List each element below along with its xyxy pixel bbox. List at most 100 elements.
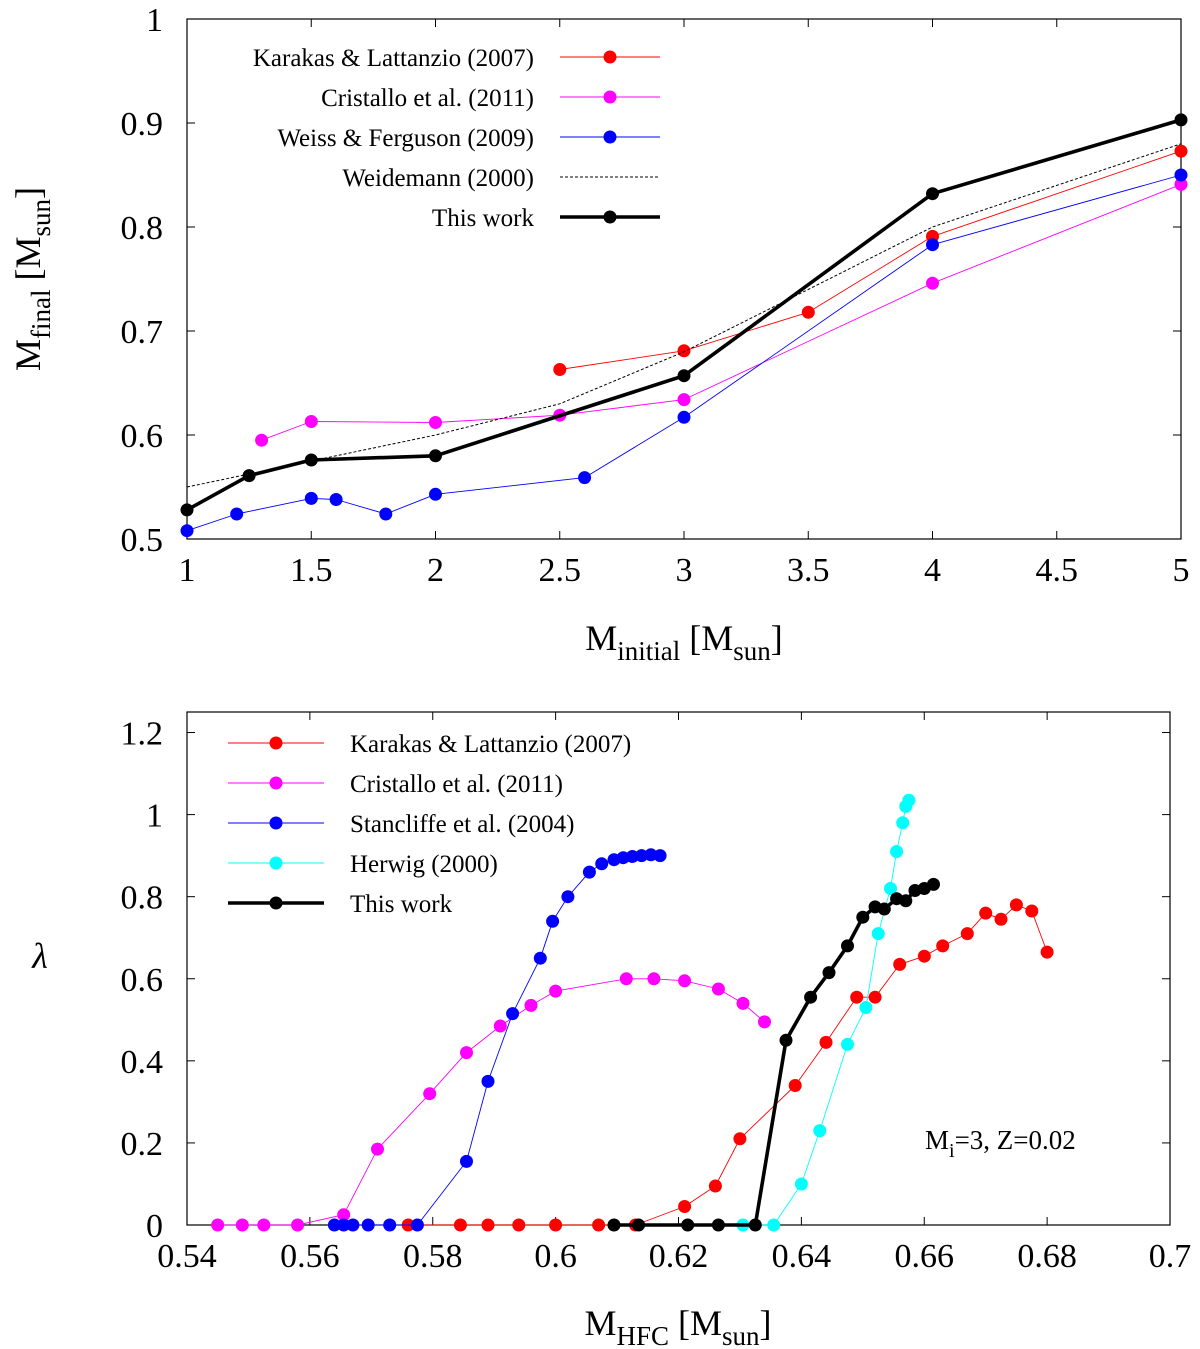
series-karakas-lattanzio-2007-point [677, 344, 691, 358]
y-tick-label: 0.2 [121, 1126, 164, 1163]
y-tick-label: 0.4 [121, 1044, 164, 1081]
series-karakas-lattanzio-2007-line [559, 150, 1182, 370]
series-herwig-2000-point [841, 1037, 854, 1051]
legend-swatch-marker [269, 776, 283, 790]
chart-bottom-lambda-vs-core-mass: 0.54 0.56 0.58 0.6 0.62 0.64 0.66 0.68 0.7 0 0.2 0.… [31, 711, 1191, 1349]
legend-swatch-marker [269, 896, 283, 910]
series-this-work-point [1174, 113, 1188, 127]
series-stancliffe-et-al-2004-point [410, 1218, 424, 1232]
legend: Karakas & Lattanzio (2007) Cristallo et a… [253, 45, 660, 232]
series-weiss-ferguson-2009-line [186, 174, 1182, 532]
legend-label: Weidemann (2000) [342, 165, 534, 192]
series-karakas-lattanzio-2007-point [868, 990, 882, 1004]
series-stancliffe-et-al-2004-point [533, 951, 547, 965]
x-axis-label-unit: [M [680, 618, 733, 658]
series-this-work-point [677, 369, 691, 383]
series-karakas-lattanzio-2007-point [1025, 904, 1039, 918]
y-axis-label: λ [31, 936, 48, 976]
series-herwig-2000-point [890, 845, 904, 858]
series-karakas-lattanzio-2007-point [592, 1218, 606, 1232]
series-stancliffe-et-al-2004-point [635, 849, 649, 863]
x-tick-label: 1 [179, 552, 196, 589]
series-this-work [607, 877, 940, 1232]
x-tick-label: 4.5 [1036, 552, 1079, 589]
series-karakas-lattanzio-2007-point [801, 305, 815, 319]
series-weidemann-2000-line [186, 143, 1182, 488]
x-tick-label: 0.56 [280, 1238, 340, 1275]
series-weiss-ferguson-2009-point [329, 493, 343, 506]
legend-label: Cristallo et al. (2011) [350, 771, 563, 798]
series-stancliffe-et-al-2004 [327, 848, 667, 1232]
x-axis-label-unit-close: ] [760, 1303, 772, 1343]
series-this-work-point [927, 877, 940, 891]
legend-entry-cristallo-et-al-2011: Cristallo et al. (2011) [228, 771, 563, 798]
series-this-work-line [186, 118, 1182, 512]
series-karakas-lattanzio-2007-point [453, 1218, 467, 1232]
x-tick-label: 0.6 [534, 1238, 577, 1275]
series-cristallo-et-al-2011-point [678, 974, 692, 988]
series-this-work-point [804, 990, 818, 1004]
legend-label: Weiss & Ferguson (2009) [277, 125, 534, 152]
y-tick-label: 1 [146, 798, 163, 835]
series-cristallo-et-al-2011-point [371, 1142, 384, 1156]
series-cristallo-et-al-2011-point [926, 276, 939, 290]
series-weiss-ferguson-2009-point [379, 507, 393, 521]
x-axis-label-sub: initial [617, 636, 680, 666]
series-weiss-ferguson-2009-point [677, 410, 691, 424]
series-this-work-point [429, 449, 442, 463]
legend-swatch-marker [269, 816, 283, 830]
series-this-work-point [926, 187, 939, 201]
x-axis-label-main: M [585, 618, 617, 658]
legend-label: Karakas & Lattanzio (2007) [350, 731, 631, 758]
series-this-work-point [681, 1218, 695, 1232]
x-tick-label: 0.68 [1017, 1238, 1077, 1275]
series-cristallo-et-al-2011-point [619, 972, 633, 986]
x-axis-label-main: M [584, 1303, 616, 1343]
series-stancliffe-et-al-2004-point [582, 865, 596, 879]
legend-swatch-marker [603, 210, 617, 224]
series-weiss-ferguson-2009 [180, 168, 1188, 538]
y-tick-label: 0.6 [121, 962, 164, 999]
series-stancliffe-et-al-2004-point [653, 849, 667, 863]
x-tick-label: 0.62 [649, 1238, 709, 1275]
series-karakas-lattanzio-2007-point [1040, 945, 1054, 959]
y-tick-label: 0.7 [121, 314, 164, 351]
legend-swatch-marker [603, 90, 617, 104]
x-axis-label-unit-close: ] [771, 618, 783, 658]
legend-entry-weidemann-2000: Weidemann (2000) [342, 165, 660, 192]
annotation-sub: i [949, 1140, 955, 1162]
x-axis-label-sub: HFC [616, 1321, 669, 1349]
y-axis-label-unit-sub: sun [26, 199, 56, 237]
y-tick-label: 0.9 [121, 106, 164, 143]
series-stancliffe-et-al-2004-point [546, 914, 560, 928]
series-stancliffe-et-al-2004-point [481, 1074, 495, 1088]
series-stancliffe-et-al-2004-point [506, 1007, 520, 1021]
series-karakas-lattanzio-2007-point [512, 1218, 526, 1232]
series-karakas-lattanzio-2007 [553, 144, 1188, 376]
series-herwig-2000-point [813, 1124, 827, 1138]
legend-label: Karakas & Lattanzio (2007) [253, 45, 534, 72]
series-cristallo-et-al-2011-point [460, 1046, 473, 1060]
y-tick-label: 0.8 [121, 880, 164, 917]
series-weiss-ferguson-2009-point [926, 238, 939, 252]
data-layer [180, 113, 1188, 538]
series-karakas-lattanzio-2007-point [850, 990, 864, 1004]
series-cristallo-et-al-2011 [211, 972, 771, 1232]
series-cristallo-et-al-2011-point [211, 1218, 225, 1232]
series-karakas-lattanzio-2007-point [979, 906, 993, 920]
y-axis-label: Mfinal [Msun] [8, 187, 56, 371]
series-cristallo-et-al-2011-point [235, 1218, 249, 1232]
series-karakas-lattanzio-2007-point [708, 1179, 722, 1193]
y-tick-label: 0.8 [121, 210, 164, 247]
series-cristallo-et-al-2011-point [711, 982, 725, 996]
legend-entry-this-work: This work [432, 205, 660, 232]
series-karakas-lattanzio-2007 [401, 898, 1054, 1232]
series-stancliffe-et-al-2004-point [337, 1218, 351, 1232]
series-this-work-point [856, 910, 870, 924]
series-weidemann-2000 [186, 143, 1182, 488]
legend-label: Stancliffe et al. (2004) [350, 811, 574, 838]
y-axis-label-unit: [M [8, 237, 48, 290]
series-herwig-2000-point [902, 793, 916, 807]
series-this-work-point [304, 453, 318, 467]
